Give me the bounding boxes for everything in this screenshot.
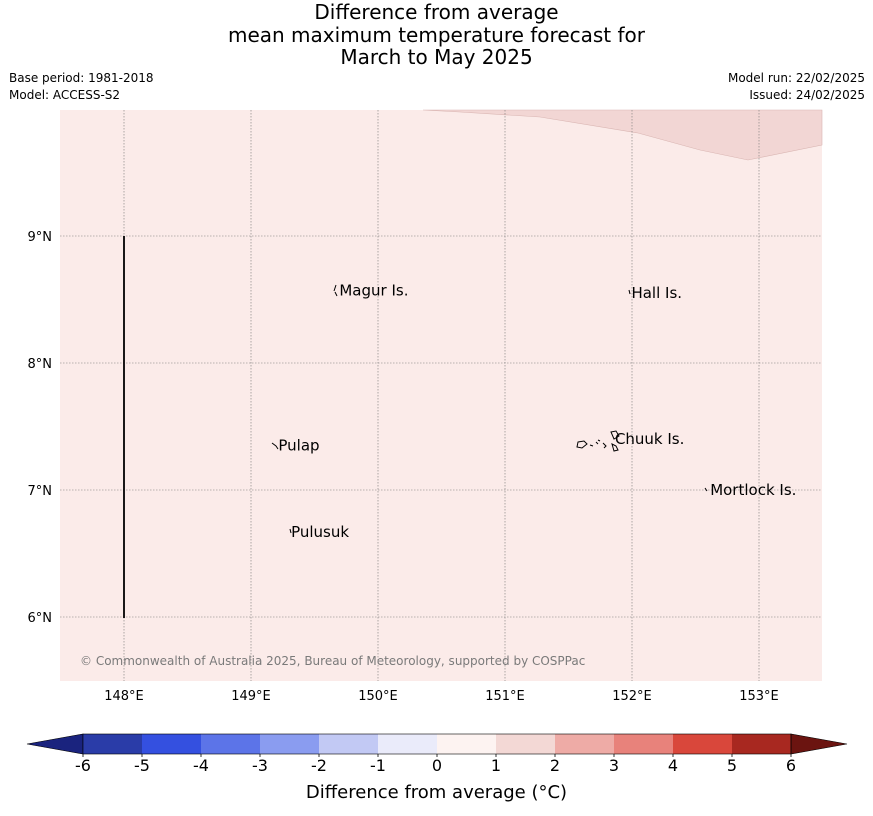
title-line-3: March to May 2025 [340, 45, 533, 69]
colorbar-tick-label: 5 [726, 756, 738, 775]
colorbar-segment [614, 734, 673, 754]
colorbar-segment [437, 734, 496, 754]
issued-date: Issued: 24/02/2025 [749, 88, 865, 102]
colorbar-tick-label: 0 [431, 756, 443, 775]
colorbar-under-arrow [26, 733, 84, 755]
meta-right: Model run: 22/02/2025 Issued: 24/02/2025 [728, 70, 865, 104]
warm-anomaly-region [422, 109, 823, 161]
colorbar-segment [201, 734, 260, 754]
colorbar-segment [555, 734, 614, 754]
place-label: Pulap [278, 437, 319, 455]
colorbar-segment [142, 734, 201, 754]
colorbar [26, 733, 848, 757]
colorbar-tick-label: 2 [549, 756, 561, 775]
place-label: Magur Is. [339, 282, 408, 300]
place-label: Pulusuk [291, 523, 349, 541]
title-line-2: mean maximum temperature forecast for [227, 22, 645, 47]
colorbar-segment [319, 734, 378, 754]
colorbar-segment [83, 734, 142, 754]
colorbar-segment [378, 734, 437, 754]
colorbar-tick-label: -2 [311, 756, 327, 775]
colorbar-tick-label: 1 [490, 756, 502, 775]
model-run: Model run: 22/02/2025 [727, 71, 865, 85]
lon-tick-label: 148°E [104, 689, 144, 704]
colorbar-tick-label: 4 [667, 756, 679, 775]
chuuk-island-shape [576, 430, 620, 452]
lat-tick-label: 6°N [28, 611, 53, 626]
map-title: Difference from average mean maximum tem… [0, 1, 873, 69]
magur-island-shape [333, 284, 338, 297]
colorbar-tick-label: -3 [252, 756, 268, 775]
base-period: Base period: 1981-2018 [9, 71, 154, 85]
map-background [60, 110, 822, 681]
model-name: Model: ACCESS-S2 [9, 88, 121, 102]
lat-tick-label: 7°N [28, 484, 53, 499]
title-line-1: Difference from average [314, 0, 559, 24]
colorbar-tick-label: 6 [785, 756, 797, 775]
pulusuk-island-shape [289, 528, 292, 534]
axis-ticks: 148°E 149°E 150°E 151°E 152°E 153°E 9°N 8°N 7°N 6… [28, 230, 779, 704]
lon-tick-label: 153°E [739, 689, 779, 704]
hall-island-shape [628, 289, 631, 295]
colorbar-tick-label: -4 [193, 756, 209, 775]
lon-tick-label: 150°E [358, 689, 398, 704]
colorbar-over-arrow [790, 733, 848, 755]
colorbar-tick-label: 3 [608, 756, 620, 775]
pulap-island-shape [271, 442, 279, 450]
lat-tick-label: 8°N [28, 357, 53, 372]
colorbar-segment [732, 734, 791, 754]
place-labels: Magur Is. Hall Is. Pulap Chuuk Is. Mortlock … [278, 282, 796, 541]
place-label: Hall Is. [631, 284, 682, 302]
colorbar-segment [673, 734, 732, 754]
copyright-text: © Commonwealth of Australia 2025, Bureau… [80, 654, 585, 668]
lon-tick-label: 149°E [231, 689, 271, 704]
meta-left: Base period: 1981-2018 Model: ACCESS-S2 [9, 70, 154, 104]
place-label: Chuuk Is. [615, 430, 684, 448]
colorbar-tick-label: -5 [134, 756, 150, 775]
mortlock-island-shape [704, 487, 708, 492]
place-label: Mortlock Is. [710, 481, 796, 499]
colorbar-segment [496, 734, 555, 754]
colorbar-tick-label: -1 [370, 756, 386, 775]
colorbar-tick-label: -6 [75, 756, 91, 775]
island-outlines [271, 284, 708, 534]
lon-tick-label: 152°E [612, 689, 652, 704]
colorbar-segment [260, 734, 319, 754]
lat-tick-label: 9°N [28, 230, 53, 245]
colorbar-label: Difference from average (°C) [305, 782, 568, 803]
lon-tick-label: 151°E [485, 689, 525, 704]
